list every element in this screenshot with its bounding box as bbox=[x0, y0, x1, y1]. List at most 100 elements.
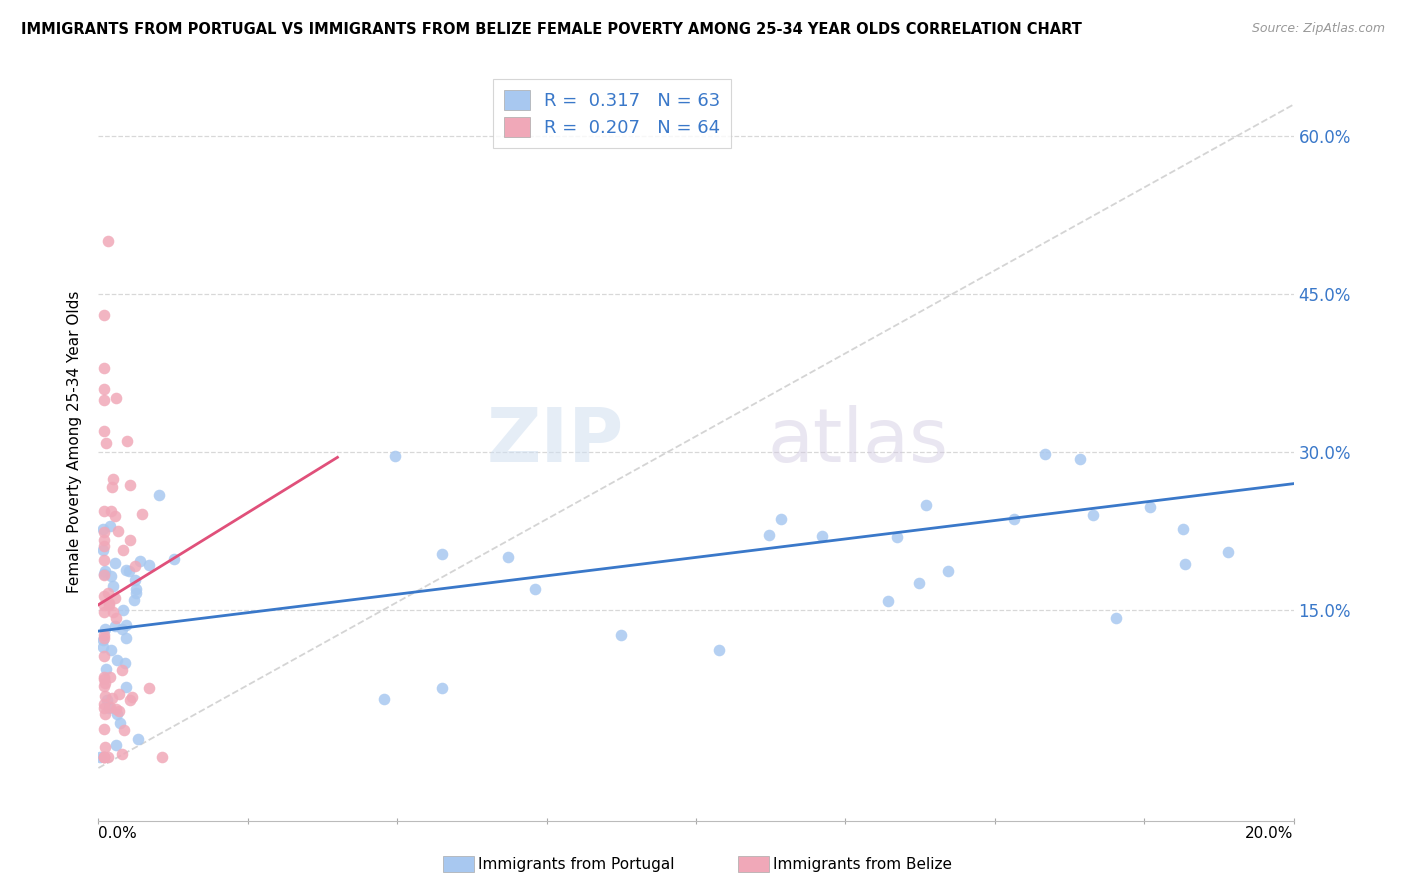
Point bbox=[707, 643, 730, 657]
Point bbox=[124, 585, 146, 599]
Point bbox=[93, 722, 115, 736]
Point bbox=[93, 740, 115, 755]
Point bbox=[93, 679, 115, 693]
Point bbox=[908, 576, 931, 591]
Point bbox=[118, 477, 141, 491]
Point bbox=[101, 472, 124, 486]
Point bbox=[111, 747, 134, 761]
Text: Immigrants from Portugal: Immigrants from Portugal bbox=[478, 857, 675, 871]
Point bbox=[936, 564, 959, 578]
Point bbox=[93, 424, 115, 438]
Point bbox=[1174, 557, 1197, 571]
Point bbox=[93, 670, 115, 684]
Point bbox=[1139, 500, 1161, 514]
Legend: R =  0.317   N = 63, R =  0.207   N = 64: R = 0.317 N = 63, R = 0.207 N = 64 bbox=[494, 79, 731, 148]
Point bbox=[105, 707, 128, 722]
Point bbox=[93, 598, 115, 612]
Point bbox=[373, 692, 395, 706]
Point bbox=[97, 750, 120, 764]
Point bbox=[93, 697, 115, 711]
Point bbox=[432, 681, 454, 695]
Point bbox=[94, 689, 117, 703]
Point bbox=[114, 656, 136, 670]
Point bbox=[384, 449, 406, 463]
Point bbox=[93, 553, 115, 567]
Text: 20.0%: 20.0% bbox=[1246, 826, 1294, 841]
Point bbox=[138, 558, 160, 572]
Point bbox=[129, 554, 152, 568]
Point bbox=[93, 750, 115, 764]
Point bbox=[105, 653, 128, 667]
Point bbox=[1104, 611, 1126, 625]
Point bbox=[138, 681, 160, 695]
Point bbox=[97, 586, 120, 600]
Point bbox=[131, 507, 153, 521]
Point bbox=[94, 622, 117, 636]
Point bbox=[111, 622, 134, 636]
Point bbox=[100, 504, 122, 518]
Point bbox=[93, 628, 115, 642]
Point bbox=[100, 480, 122, 494]
Point bbox=[127, 731, 149, 746]
Point bbox=[93, 360, 115, 375]
Point bbox=[105, 610, 128, 624]
Point bbox=[115, 563, 138, 577]
Point bbox=[97, 701, 120, 715]
Point bbox=[93, 308, 115, 322]
Point bbox=[162, 551, 184, 566]
Text: Source: ZipAtlas.com: Source: ZipAtlas.com bbox=[1251, 22, 1385, 36]
Point bbox=[124, 558, 146, 573]
Point bbox=[914, 498, 936, 512]
Point bbox=[93, 566, 115, 581]
Point bbox=[107, 524, 129, 538]
Point bbox=[94, 676, 117, 690]
Point bbox=[811, 529, 834, 543]
Point bbox=[1081, 508, 1104, 522]
Point bbox=[112, 723, 135, 737]
Point bbox=[430, 547, 453, 561]
Text: ZIP: ZIP bbox=[486, 405, 624, 478]
Point bbox=[125, 582, 148, 597]
Point bbox=[93, 750, 115, 764]
Point bbox=[93, 750, 115, 764]
Point bbox=[93, 589, 115, 603]
Point bbox=[148, 488, 170, 502]
Point bbox=[93, 525, 115, 540]
Point bbox=[93, 707, 115, 722]
Point bbox=[93, 504, 115, 518]
Point bbox=[101, 605, 124, 619]
Point bbox=[124, 573, 146, 587]
Point bbox=[104, 738, 127, 752]
Point bbox=[93, 393, 115, 408]
Point bbox=[115, 631, 138, 645]
Point bbox=[91, 633, 114, 648]
Point bbox=[108, 704, 131, 718]
Point bbox=[101, 690, 124, 705]
Point bbox=[104, 619, 127, 633]
Point bbox=[104, 701, 127, 715]
Point bbox=[104, 508, 127, 523]
Point bbox=[93, 568, 115, 582]
Text: 0.0%: 0.0% bbox=[98, 826, 138, 841]
Point bbox=[115, 618, 138, 632]
Point bbox=[91, 640, 114, 655]
Point bbox=[115, 434, 138, 448]
Point bbox=[91, 543, 114, 558]
Point bbox=[121, 690, 143, 705]
Point bbox=[118, 693, 141, 707]
Point bbox=[97, 598, 120, 612]
Point bbox=[93, 539, 115, 553]
Point bbox=[97, 596, 120, 610]
Point bbox=[89, 750, 111, 764]
Point bbox=[100, 569, 122, 583]
Point bbox=[104, 591, 127, 605]
Point bbox=[93, 648, 115, 663]
Point bbox=[98, 670, 121, 684]
Point bbox=[496, 550, 519, 565]
Point bbox=[98, 700, 121, 714]
Point bbox=[104, 391, 127, 405]
Point bbox=[111, 542, 134, 557]
Point bbox=[114, 680, 136, 694]
Point bbox=[610, 628, 633, 642]
Point bbox=[770, 512, 793, 526]
